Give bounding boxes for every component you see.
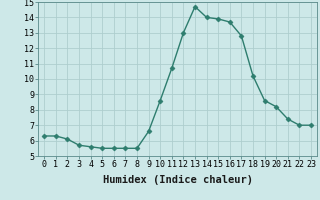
X-axis label: Humidex (Indice chaleur): Humidex (Indice chaleur) <box>103 175 252 185</box>
